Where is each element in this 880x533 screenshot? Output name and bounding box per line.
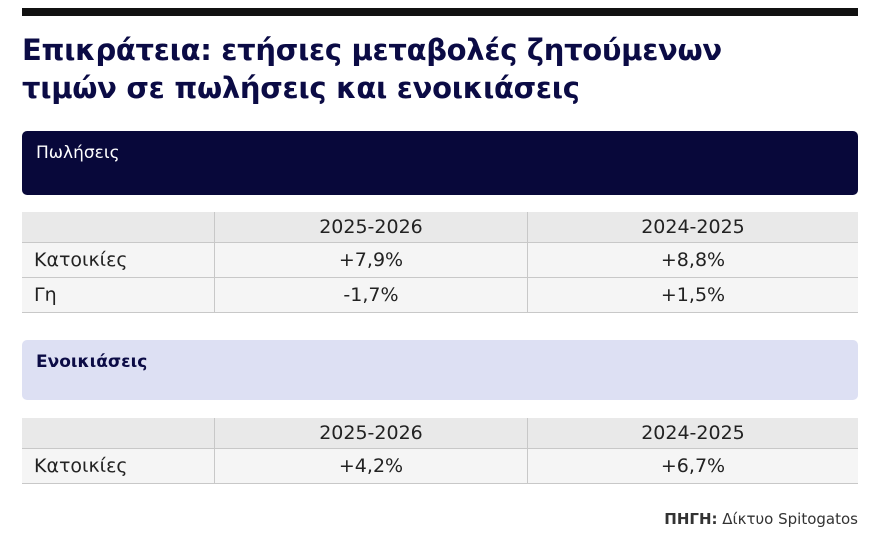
column-header: 2024-2025 bbox=[641, 422, 745, 444]
table-row: Κατοικίες +4,2% +6,7% bbox=[22, 449, 858, 484]
table-cell: +4,2% bbox=[215, 449, 528, 483]
section-header: Ενοικιάσεις bbox=[22, 340, 858, 400]
row-label: Γη bbox=[22, 278, 215, 312]
table-cell: +6,7% bbox=[660, 455, 726, 477]
top-bar bbox=[22, 8, 858, 16]
table-cell: +8,8% bbox=[660, 249, 726, 271]
table-cell: +7,9% bbox=[215, 243, 528, 277]
source-text: Δίκτυο Spitogatos bbox=[722, 510, 858, 528]
source: ΠΗΓΗ: Δίκτυο Spitogatos bbox=[664, 510, 858, 528]
section-header: Πωλήσεις bbox=[22, 131, 858, 195]
row-label: Κατοικίες bbox=[22, 243, 215, 277]
table-cell: +1,5% bbox=[660, 284, 726, 306]
column-header: 2025-2026 bbox=[215, 212, 528, 242]
row-label: Κατοικίες bbox=[22, 449, 215, 483]
table-header: 2025-2026 2024-2025 bbox=[22, 418, 858, 449]
table-header: 2025-2026 2024-2025 bbox=[22, 212, 858, 243]
column-header: 2024-2025 bbox=[641, 216, 745, 238]
table-row: Κατοικίες +7,9% +8,8% bbox=[22, 243, 858, 278]
header-cell bbox=[22, 212, 215, 242]
title-line: Επικράτεια: ετήσιες μεταβολές ζητούμενων bbox=[22, 33, 722, 67]
title-line: τιμών σε πωλήσεις και ενοικιάσεις bbox=[22, 71, 580, 105]
column-header: 2025-2026 bbox=[215, 418, 528, 448]
header-cell bbox=[22, 418, 215, 448]
table-row: Γη -1,7% +1,5% bbox=[22, 278, 858, 313]
source-label: ΠΗΓΗ: bbox=[664, 510, 718, 528]
table-cell: -1,7% bbox=[215, 278, 528, 312]
